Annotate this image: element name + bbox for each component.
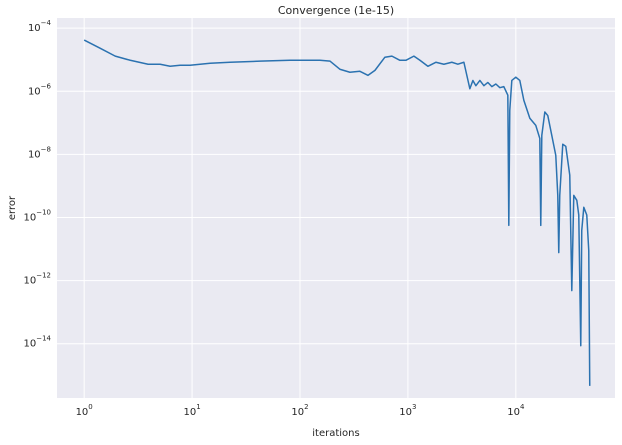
y-tick-label: 10−12 (23, 272, 51, 287)
y-tick-label: 10−6 (28, 82, 52, 97)
y-tick-label: 10−10 (23, 208, 51, 223)
y-tick-label: 10−4 (28, 19, 52, 34)
y-tick-label: 10−8 (28, 145, 51, 160)
x-axis-label: iterations (312, 428, 359, 439)
y-tick-label: 10−14 (23, 335, 51, 350)
x-tick-label: 100 (76, 403, 93, 418)
x-tick-label: 103 (399, 403, 416, 418)
chart-title: Convergence (1e-15) (278, 4, 394, 17)
y-axis-label: error (7, 195, 18, 220)
x-tick-label: 102 (291, 403, 308, 418)
x-tick-label: 104 (507, 403, 525, 418)
plot-area (57, 18, 615, 398)
data-line (83, 39, 591, 386)
x-tick-label: 101 (183, 403, 200, 418)
